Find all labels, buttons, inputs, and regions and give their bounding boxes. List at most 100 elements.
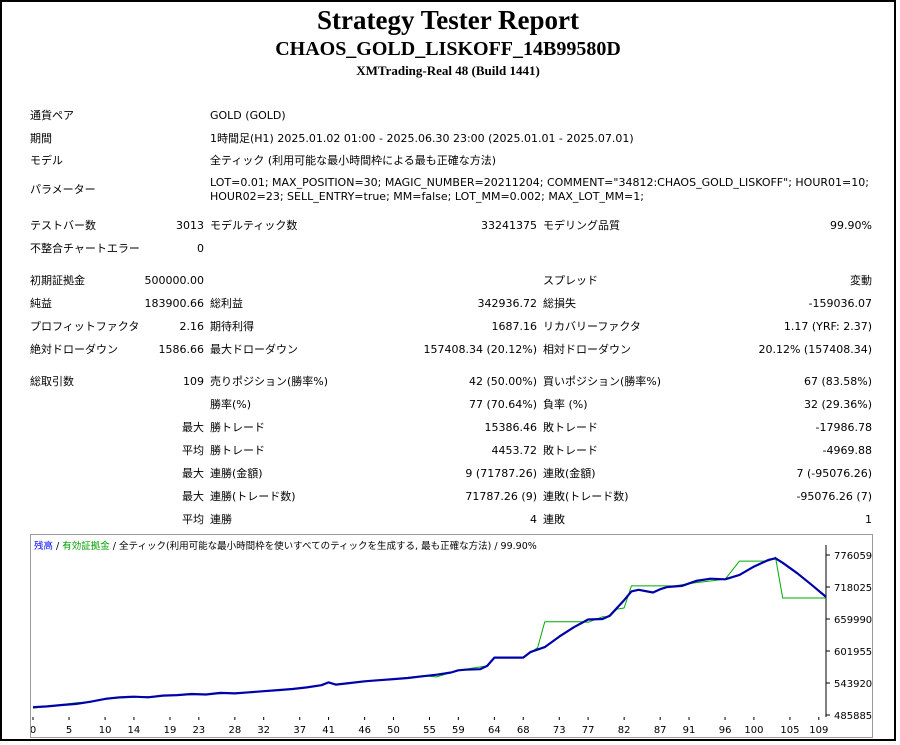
avg-cons-win-value: 4 [530, 513, 537, 526]
loss-rate-value: 32 (29.36%) [803, 398, 872, 411]
mismatch-value: 0 [197, 242, 204, 255]
chart-legend: 残高 / 有効証拠金 / 全ティック(利用可能な最小時間枠を使いすべてのティック… [34, 538, 537, 552]
rel-drawdown-value: 20.12% (157408.34) [758, 343, 872, 356]
gross-loss-value: -159036.07 [808, 297, 872, 310]
y-tick-label: 776059 [834, 551, 872, 562]
server-build: XMTrading-Real 48 (Build 1441) [356, 63, 540, 78]
win-rate-label: 勝率(%) [210, 398, 252, 411]
mismatch-label: 不整合チャートエラー [30, 242, 140, 255]
max-cons-lossamt-label: 連敗(トレード数) [543, 490, 629, 503]
ticks-label: モデルティック数 [210, 219, 298, 232]
x-tick-label: 10 [99, 725, 112, 736]
x-tick-label: 37 [293, 725, 306, 736]
abs-drawdown-label: 絶対ドローダウン [30, 343, 118, 356]
max-cons-profit-label: 連勝(トレード数) [210, 490, 296, 503]
loss-rate-label: 負率 (%) [543, 398, 588, 411]
avg-loss-label: 敗トレード [543, 444, 598, 457]
avg-cons-loss-value: 1 [865, 513, 872, 526]
x-tick-label: 59 [452, 725, 465, 736]
spread-value: 変動 [850, 274, 872, 287]
recovery-factor-value: 1.17 (YRF: 2.37) [783, 320, 872, 333]
legend-equity: 有効証拠金 [62, 541, 110, 552]
x-tick-label: 5 [66, 725, 72, 736]
bars-value: 3013 [176, 219, 204, 232]
avg-loss-value: -4969.88 [822, 444, 872, 457]
params-label: パラメーター [30, 183, 96, 196]
expected-payoff-label: 期待利得 [210, 320, 254, 333]
long-positions-value: 67 (83.58%) [803, 375, 872, 388]
largest-win-value: 15386.46 [484, 421, 538, 434]
win-rate-value: 77 (70.64%) [468, 398, 537, 411]
max-cons-count-prefix: 最大 [182, 490, 204, 503]
avg-cons-loss-label: 連敗 [543, 513, 565, 526]
max-cons-profit-value: 71787.26 (9) [465, 490, 537, 503]
max-drawdown-label: 最大ドローダウン [210, 343, 298, 356]
y-tick-label: 718025 [834, 583, 872, 594]
average-prefix: 平均 [182, 444, 204, 457]
max-cons-lossamt-value: -95076.26 (7) [796, 490, 872, 503]
spread-label: スプレッド [543, 274, 598, 287]
legend-sep1: / [53, 541, 63, 552]
y-tick-label: 543920 [834, 679, 872, 690]
params-line1: LOT=0.01; MAX_POSITION=30; MAGIC_NUMBER=… [210, 176, 869, 189]
x-tick-label: 109 [809, 725, 828, 736]
short-positions-label: 売りポジション(勝率%) [210, 375, 329, 388]
max-cons-loss-value: 7 (-95076.26) [796, 467, 872, 480]
avg-cons-prefix: 平均 [182, 513, 204, 526]
symbol-label: 通貨ペア [30, 109, 74, 122]
balance-line [32, 557, 827, 709]
max-cons-win-value: 9 (71787.26) [465, 467, 537, 480]
x-tick-label: 19 [164, 725, 177, 736]
largest-win-label: 勝トレード [210, 421, 265, 434]
deposit-label: 初期証拠金 [30, 274, 85, 287]
x-tick-label: 46 [358, 725, 371, 736]
ticks-value: 33241375 [481, 219, 537, 232]
symbol-value: GOLD (GOLD) [210, 109, 286, 122]
largest-loss-value: -17986.78 [815, 421, 872, 434]
x-tick-label: 55 [423, 725, 436, 736]
abs-drawdown-value: 1586.66 [158, 343, 205, 356]
max-cons-prefix: 最大 [182, 467, 204, 480]
legend-quality: / 99.90% [491, 541, 537, 552]
legend-balance: 残高 [34, 541, 54, 552]
x-tick-label: 77 [582, 725, 595, 736]
max-cons-loss-label: 連敗(金額) [543, 467, 596, 480]
x-tick-label: 82 [618, 725, 631, 736]
gross-loss-label: 総損失 [543, 297, 576, 310]
legend-model: 全ティック(利用可能な最小時間枠を使いすべてのティックを生成する, 最も正確な方… [119, 541, 492, 552]
x-tick-label: 32 [257, 725, 270, 736]
deposit-value: 500000.00 [144, 274, 205, 287]
model-label: モデル [30, 154, 63, 167]
x-tick-label: 91 [683, 725, 696, 736]
avg-cons-win-label: 連勝 [210, 513, 232, 526]
largest-loss-label: 敗トレード [543, 421, 598, 434]
rel-drawdown-label: 相対ドローダウン [543, 343, 631, 356]
quality-label: モデリング品質 [543, 219, 620, 232]
total-trades-label: 総取引数 [30, 375, 74, 388]
expected-payoff-value: 1687.16 [491, 320, 538, 333]
recovery-factor-label: リカバリーファクタ [543, 320, 641, 333]
report-title: Strategy Tester Report [317, 5, 579, 35]
period-value: 1時間足(H1) 2025.01.02 01:00 - 2025.06.30 2… [210, 132, 634, 145]
profit-factor-value: 2.16 [179, 320, 205, 333]
x-tick-label: 96 [719, 725, 732, 736]
params-line2: HOUR02=23; SELL_ENTRY=true; MM=false; LO… [210, 190, 644, 203]
short-positions-value: 42 (50.00%) [468, 375, 537, 388]
avg-win-value: 4453.72 [491, 444, 538, 457]
x-tick-label: 50 [387, 725, 400, 736]
max-drawdown-value: 157408.34 (20.12%) [423, 343, 537, 356]
total-trades-value: 109 [183, 375, 204, 388]
chart-canvas: 776059 718025 659990 601955 543920 485885 0 5 10… [31, 545, 872, 736]
x-tick-label: 14 [128, 725, 141, 736]
profit-factor-label: プロフィットファクタ [30, 320, 140, 333]
balance-chart: 残高 / 有効証拠金 / 全ティック(利用可能な最小時間枠を使いすべてのティック… [30, 534, 873, 738]
y-tick-label: 659990 [834, 615, 872, 626]
x-tick-label: 23 [192, 725, 205, 736]
max-cons-win-label: 連勝(金額) [210, 467, 263, 480]
x-tick-label: 100 [744, 725, 763, 736]
y-tick-label: 485885 [834, 711, 872, 722]
bars-label: テストバー数 [30, 219, 96, 232]
x-tick-label: 64 [488, 725, 501, 736]
x-tick-label: 0 [31, 725, 36, 736]
